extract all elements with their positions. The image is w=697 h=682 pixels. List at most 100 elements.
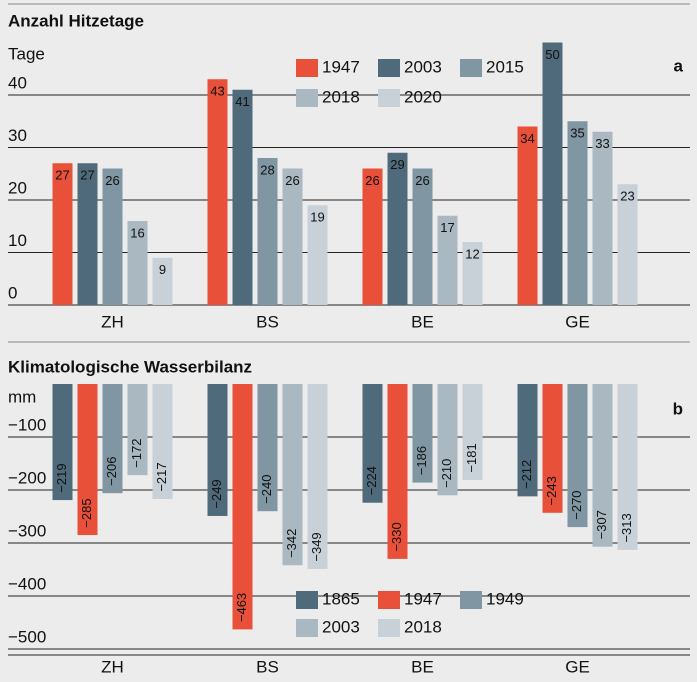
legend-label: 2003	[404, 57, 442, 76]
bar	[127, 384, 148, 476]
y-axis-label: Tage	[8, 44, 45, 63]
bar	[232, 89, 253, 305]
bar	[207, 79, 228, 305]
y-tick-label: 30	[8, 126, 27, 145]
chart-title: Klimatologische Wasserbilanz	[8, 357, 252, 376]
value-label: −206	[104, 457, 119, 486]
value-label: −212	[519, 460, 534, 489]
bar	[387, 152, 408, 305]
value-label: 26	[415, 173, 429, 188]
panel-label: b	[673, 399, 683, 418]
value-label: 19	[310, 210, 324, 225]
value-label: −186	[414, 446, 429, 475]
bar	[282, 168, 303, 305]
value-label: 35	[570, 126, 584, 141]
x-tick-label: BE	[411, 657, 434, 676]
value-label: −307	[594, 510, 609, 539]
bar	[412, 168, 433, 305]
bar	[307, 384, 328, 569]
value-label: −219	[54, 463, 69, 492]
bar	[592, 131, 613, 305]
legend-swatch	[296, 591, 318, 609]
bar	[567, 384, 588, 528]
bar	[462, 242, 483, 305]
value-label: 43	[210, 84, 224, 99]
bar	[617, 184, 638, 305]
x-tick-label: GE	[565, 657, 590, 676]
legend-swatch	[460, 591, 482, 609]
bar	[592, 384, 613, 547]
legend-swatch	[296, 59, 318, 77]
legend-label: 1949	[486, 589, 524, 608]
y-tick-label: −500	[8, 627, 46, 646]
legend-label: 1865	[322, 589, 360, 608]
bar	[567, 121, 588, 305]
value-label: −172	[129, 439, 144, 468]
bar	[437, 215, 458, 305]
y-tick-label: −100	[8, 415, 46, 434]
value-label: 26	[285, 173, 299, 188]
value-label: −217	[154, 462, 169, 491]
legend-label: 2018	[322, 87, 360, 106]
value-label: −224	[364, 466, 379, 495]
value-label: −243	[544, 476, 559, 505]
y-tick-label: 10	[8, 231, 27, 250]
bar	[102, 168, 123, 305]
x-tick-label: GE	[565, 312, 590, 331]
legend-swatch	[460, 59, 482, 77]
x-tick-label: ZH	[101, 657, 124, 676]
y-tick-label: 0	[8, 283, 17, 302]
value-label: 28	[260, 162, 274, 177]
legend-swatch	[378, 591, 400, 609]
bar	[127, 221, 148, 305]
x-tick-label: BS	[256, 312, 279, 331]
legend-label: 2003	[322, 617, 360, 636]
value-label: 50	[545, 47, 559, 62]
value-label: 33	[595, 136, 609, 151]
value-label: −463	[234, 593, 249, 622]
value-label: −349	[309, 532, 324, 561]
bar	[542, 384, 563, 513]
value-label: −342	[284, 529, 299, 558]
bar	[462, 384, 483, 480]
value-label: 26	[105, 173, 119, 188]
bar	[362, 384, 383, 503]
bar	[517, 384, 538, 497]
value-label: 29	[390, 157, 404, 172]
bar	[387, 384, 408, 559]
bar	[437, 384, 458, 496]
value-label: −330	[389, 522, 404, 551]
bar	[542, 42, 563, 305]
bar	[232, 384, 253, 630]
legend-swatch	[378, 59, 400, 77]
y-tick-label: −400	[8, 574, 46, 593]
value-label: −313	[619, 513, 634, 542]
chart-title: Anzahl Hitzetage	[8, 11, 144, 30]
bar	[77, 384, 98, 536]
bar	[52, 384, 73, 501]
bar	[77, 163, 98, 305]
value-label: 27	[80, 168, 94, 183]
value-label: 16	[130, 225, 144, 240]
bar	[517, 126, 538, 305]
x-tick-label: BS	[256, 657, 279, 676]
legend-label: 2020	[404, 87, 442, 106]
value-label: 26	[365, 173, 379, 188]
legend-label: 2015	[486, 57, 524, 76]
legend-swatch	[296, 89, 318, 107]
x-tick-label: BE	[411, 312, 434, 331]
value-label: 23	[620, 189, 634, 204]
bar	[152, 257, 173, 305]
bar	[207, 384, 228, 516]
bar	[52, 163, 73, 305]
value-label: −210	[439, 459, 454, 488]
value-label: −240	[259, 475, 274, 504]
legend-label: 2018	[404, 617, 442, 636]
bar	[412, 384, 433, 483]
bar	[152, 384, 173, 500]
legend-label: 1947	[322, 57, 360, 76]
value-label: −285	[79, 498, 94, 527]
bar	[307, 205, 328, 305]
